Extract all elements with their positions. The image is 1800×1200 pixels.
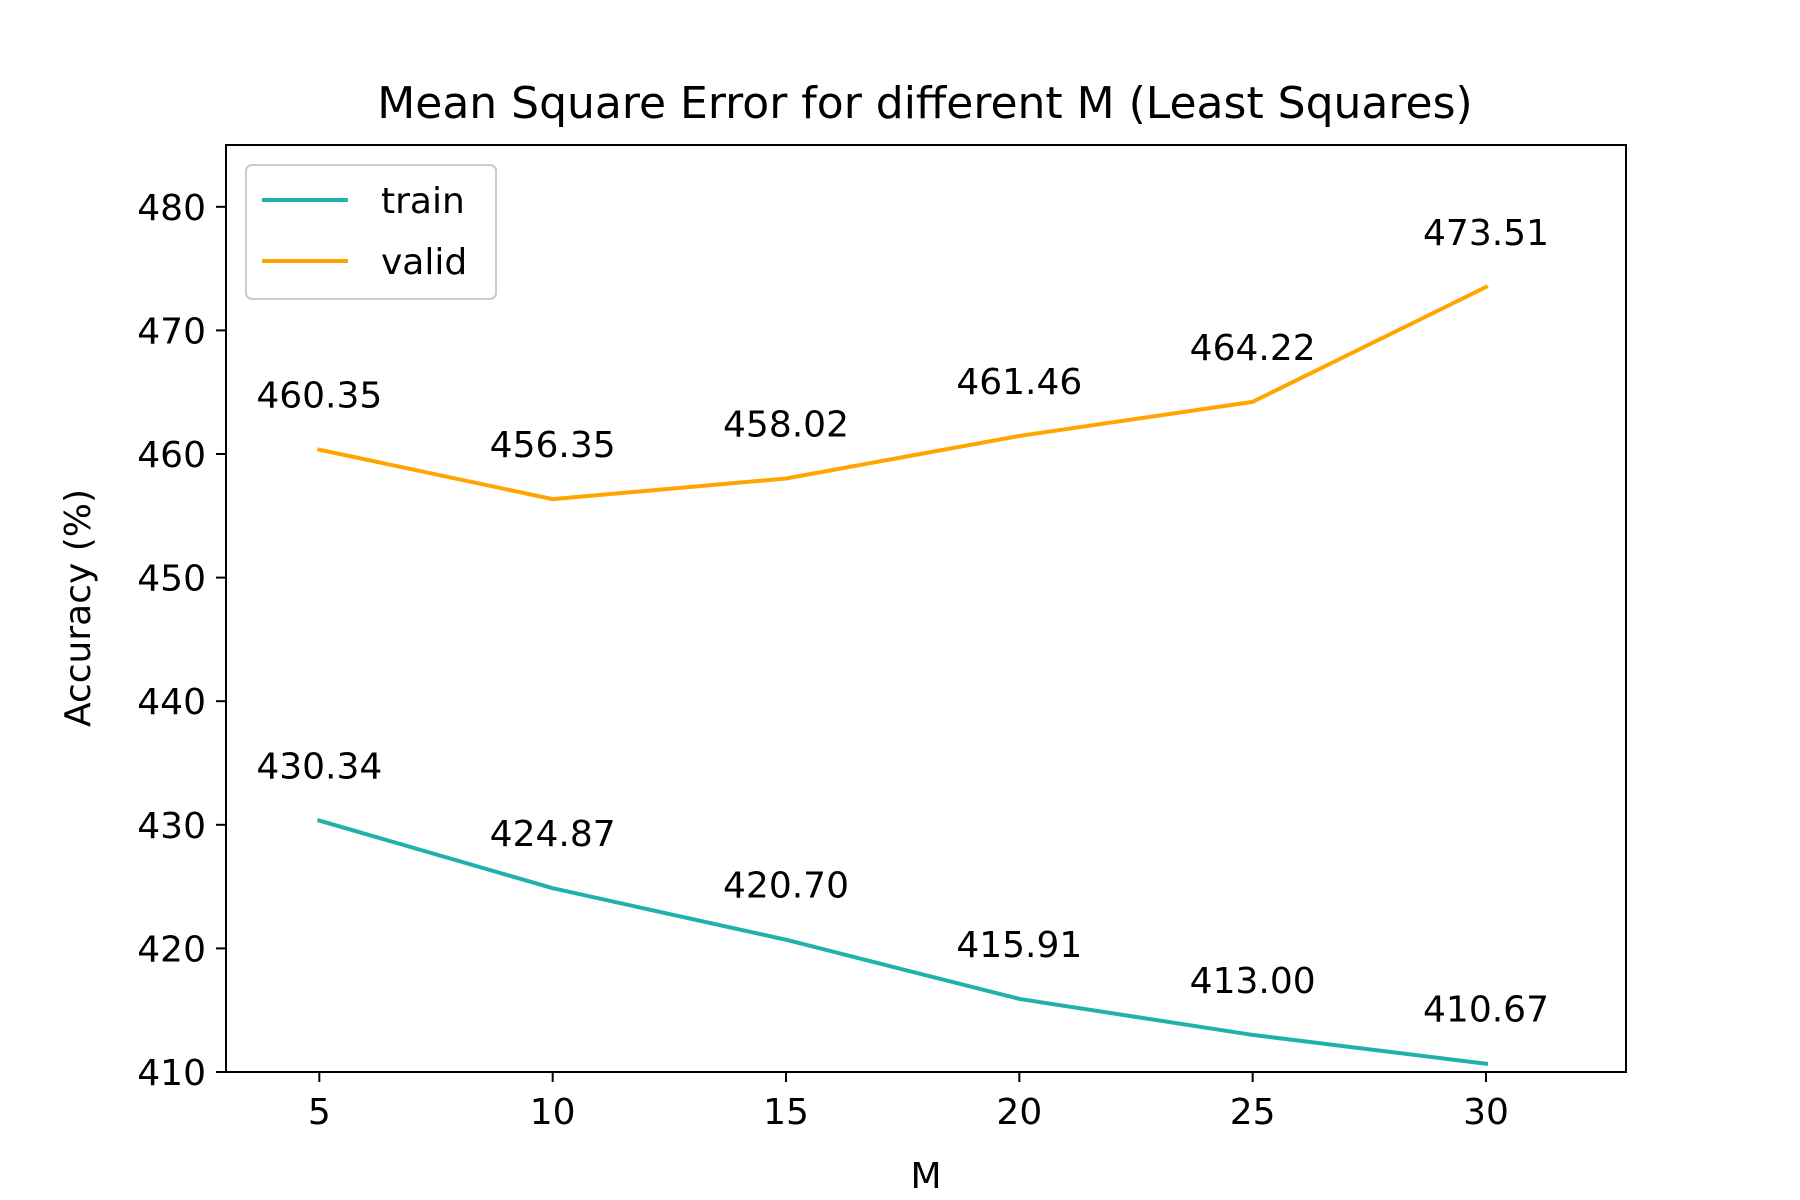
y-tick-label: 470 (137, 311, 206, 352)
y-tick-label: 480 (137, 188, 206, 229)
x-axis-label: M (910, 1156, 941, 1197)
data-label-valid: 461.46 (956, 362, 1082, 403)
x-tick-label: 10 (530, 1092, 576, 1133)
y-tick-label: 460 (137, 435, 206, 476)
data-label-train: 430.34 (256, 747, 382, 788)
y-tick-label: 450 (137, 559, 206, 600)
data-label-valid: 456.35 (490, 425, 616, 466)
y-tick-label: 410 (137, 1053, 206, 1094)
legend-label-valid: valid (381, 242, 467, 283)
y-tick-label: 440 (137, 682, 206, 723)
plot-area-frame (225, 144, 1627, 1073)
legend-label-train: train (381, 181, 465, 222)
y-axis-label: Accuracy (%) (58, 489, 99, 727)
y-tick-label: 420 (137, 929, 206, 970)
series-lines-group (316, 284, 1489, 1066)
data-label-train: 420.70 (723, 866, 849, 907)
data-label-valid: 464.22 (1190, 328, 1316, 369)
legend: train valid (245, 164, 497, 300)
data-labels-group: 430.34 424.87 420.70 415.91 413.00 410.67 460.… (256, 213, 1549, 1031)
x-tick-label: 15 (763, 1092, 809, 1133)
x-tick-label: 25 (1230, 1092, 1276, 1133)
data-label-train: 410.67 (1423, 990, 1549, 1031)
x-tick-label: 20 (996, 1092, 1042, 1133)
ticks-group: 5 10 15 20 25 30 410 420 430 440 450 460 470 480 (137, 188, 1509, 1133)
series-line-train (316, 818, 1489, 1066)
data-label-valid: 473.51 (1423, 213, 1549, 254)
data-label-valid: 458.02 (723, 404, 849, 445)
chart-title: Mean Square Error for different M (Least… (377, 78, 1472, 129)
x-tick-label: 5 (308, 1092, 331, 1133)
data-label-train: 415.91 (956, 925, 1082, 966)
data-label-train: 424.87 (490, 814, 616, 855)
series-line-valid (316, 284, 1489, 502)
data-label-valid: 460.35 (256, 376, 382, 417)
data-label-train: 413.00 (1190, 961, 1316, 1002)
x-tick-label: 30 (1463, 1092, 1509, 1133)
y-tick-label: 430 (137, 806, 206, 847)
